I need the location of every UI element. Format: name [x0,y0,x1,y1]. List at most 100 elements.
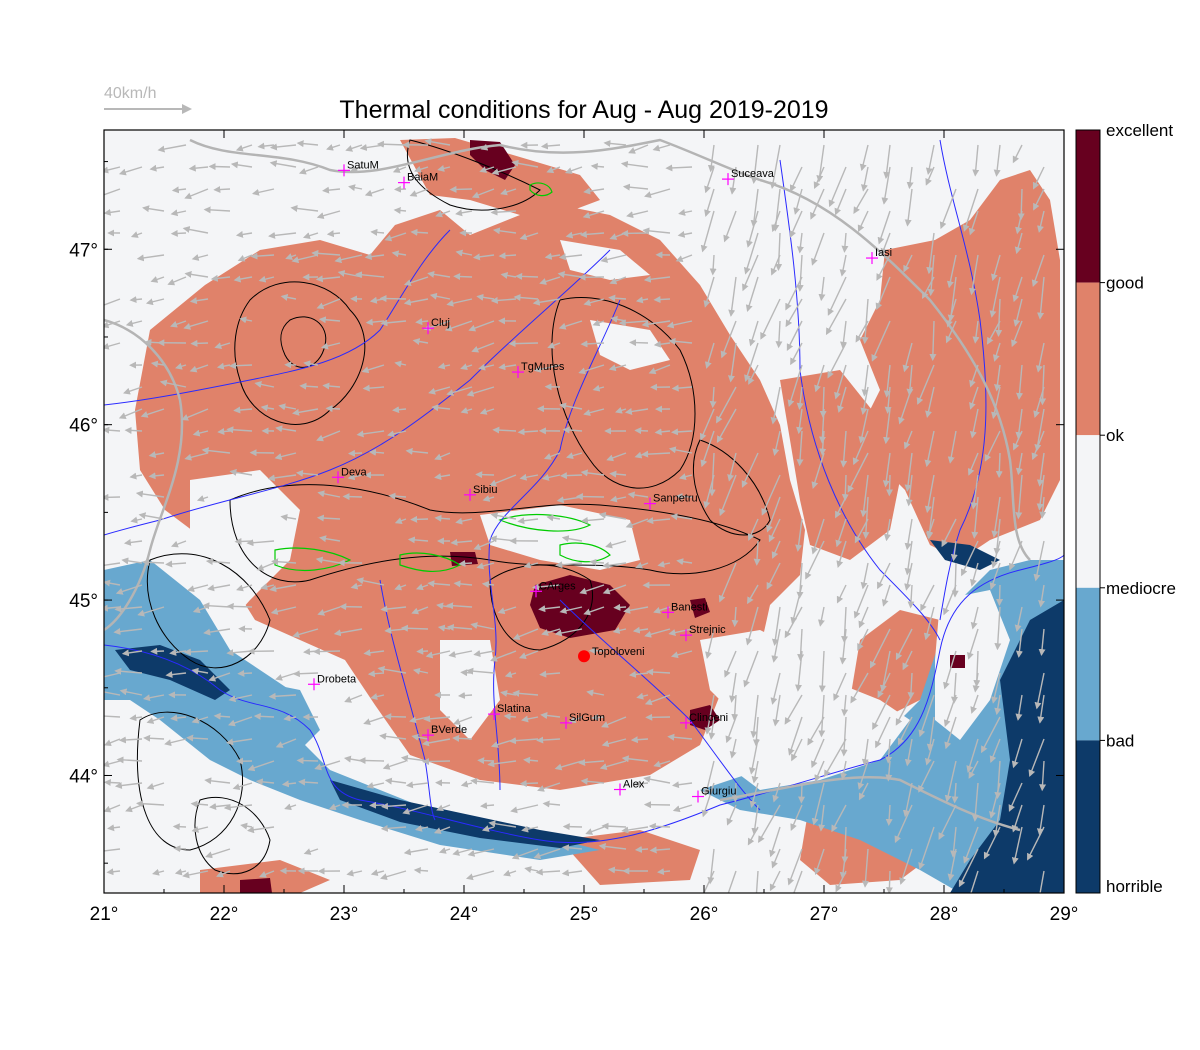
wind-arrow [429,292,451,300]
wind-arrow [970,606,979,630]
wind-arrow [559,606,583,614]
wind-arrow [487,760,517,768]
wind-arrow [1011,826,1023,865]
wind-arrow [356,577,385,586]
wind-arrow [182,870,209,879]
colorbar-segment-excellent [1076,130,1100,283]
wind-arrow [363,649,385,657]
wind-arrow [875,276,891,311]
wind-arrow [512,628,539,640]
wind-arrow [836,584,847,604]
lat-axis: 47° 46° 45° 44° [69,161,1064,864]
wind-arrow [562,844,583,852]
wind-arrow [394,517,407,524]
wind-arrow [943,650,957,690]
wind-arrow [366,782,385,789]
wind-arrow [135,490,165,498]
wind-arrow [983,826,1001,860]
wind-arrow [743,650,759,688]
wind-arrow [775,320,783,349]
wind-arrow [475,471,495,479]
wind-arrow [970,870,979,893]
wind-arrow [1015,628,1023,658]
wind-arrow [539,670,561,678]
wind-arrow [182,226,209,234]
wind-arrow [841,694,849,717]
wind-arrow [370,869,385,877]
wind-arrow [727,452,737,482]
wind-arrow [423,715,451,723]
wind-arrow [989,276,1001,318]
wind-arrow [388,492,407,500]
wind-arrow [292,628,319,638]
wind-arrow [473,650,495,657]
wind-arrow [852,430,869,466]
wind-arrow [771,210,781,233]
wind-arrow [924,430,935,468]
map-area [104,130,1064,893]
wind-arrow [993,518,1001,556]
wind-arrow [268,231,297,239]
wind-arrow [190,339,209,347]
wind-arrow [333,628,363,637]
wind-arrow [747,584,759,605]
wind-arrow [326,230,341,238]
wind-arrow [438,847,451,854]
city-strejnic: Strejnic [680,624,726,642]
wind-arrow [749,782,759,809]
wind-arrow [247,760,275,772]
wind-arrow [992,342,1001,362]
wind-arrow [795,518,803,552]
wind-arrow [708,452,716,497]
wind-arrow [258,275,275,283]
wind-arrow [125,320,143,327]
wind-arrow [281,780,297,788]
wind-arrow [564,166,583,175]
wind-arrow [585,826,605,835]
city-satum: SatuM [338,159,379,177]
wind-arrow [207,584,231,592]
wind-arrow [743,232,759,275]
wind-arrow [554,628,583,637]
wind-arrow [996,584,1004,607]
wind-arrow [583,187,605,195]
wind-arrow [296,140,319,148]
wind-arrow [648,364,671,375]
wind-arrow [918,826,935,870]
wind-arrow [275,738,297,748]
wind-arrow [557,271,583,278]
wind-arrow [190,800,209,808]
wind-arrow [422,738,451,747]
wind-arrow [628,670,649,678]
wind-arrow [993,144,1001,177]
wind-arrow [174,868,187,876]
wind-arrow [654,428,671,436]
wind-arrow [477,757,495,765]
wind-arrow [213,186,231,194]
wind-arrow [455,517,473,525]
wind-arrow [326,144,341,151]
wind-arrow [649,846,671,854]
wind-arrow [350,165,363,173]
wind-arrow [379,295,407,303]
lon-tick-label: 24° [450,904,479,925]
wind-arrow [519,779,539,787]
river-siret [779,159,941,641]
wind-arrow [492,426,517,434]
wind-arrow [213,712,231,720]
wind-arrow [466,386,495,397]
wind-arrow [362,384,385,392]
wind-arrow [726,804,737,826]
wind-arrow [951,782,959,804]
wind-arrow [769,870,781,892]
wind-arrow [771,606,781,647]
wind-arrow [883,408,891,445]
wind-arrow [235,230,253,238]
wind-arrow [271,558,297,566]
wind-arrow [995,298,1003,337]
wind-arrow [731,782,739,803]
wind-arrow [129,714,143,722]
wind-arrow [104,208,121,216]
wind-arrow [298,166,319,175]
